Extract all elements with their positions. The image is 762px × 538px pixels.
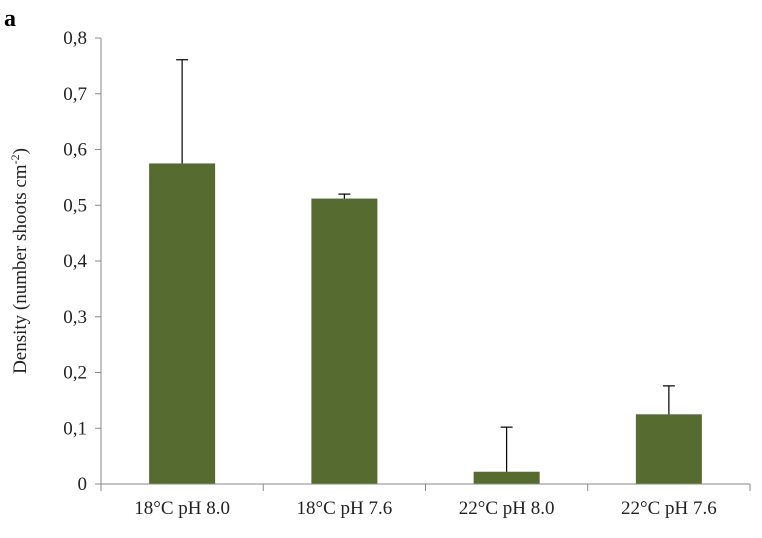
error-bars <box>176 59 675 472</box>
x-axis: 18°C pH 8.0 18°C pH 7.6 22°C pH 8.0 22°C pH… <box>100 483 751 519</box>
y-tick-label: 0,2 <box>63 363 87 384</box>
y-axis-label-superscript: -2 <box>8 154 22 164</box>
bar <box>635 414 702 484</box>
x-tick-label: 18°C pH 8.0 <box>134 498 230 519</box>
bar <box>311 198 378 484</box>
x-tick-label: 18°C pH 7.6 <box>297 498 393 519</box>
y-axis-label-main: Density (number shoots cm <box>10 164 31 374</box>
x-tick-label: 22°C pH 7.6 <box>621 498 717 519</box>
y-tick-label: 0,6 <box>63 140 87 161</box>
bar <box>149 163 216 484</box>
y-axis: 0 0,1 0,2 0,3 0,4 0,5 0,6 0,7 0,8 <box>63 28 102 495</box>
bars <box>149 163 702 484</box>
y-tick-label: 0,1 <box>63 418 87 439</box>
y-tick-label: 0,5 <box>63 195 87 216</box>
x-tick-label: 22°C pH 8.0 <box>459 498 555 519</box>
y-tick-label: 0,4 <box>63 251 87 272</box>
panel-label: a <box>4 6 16 32</box>
y-axis-label-end: ) <box>10 148 31 154</box>
y-tick-label: 0,3 <box>63 307 87 328</box>
bar <box>473 471 540 484</box>
y-tick-label: 0,7 <box>63 84 87 105</box>
y-axis-label: Density (number shoots cm-2) <box>8 148 31 374</box>
y-tick-label: 0 <box>78 474 88 495</box>
y-tick-label: 0,8 <box>63 28 87 49</box>
